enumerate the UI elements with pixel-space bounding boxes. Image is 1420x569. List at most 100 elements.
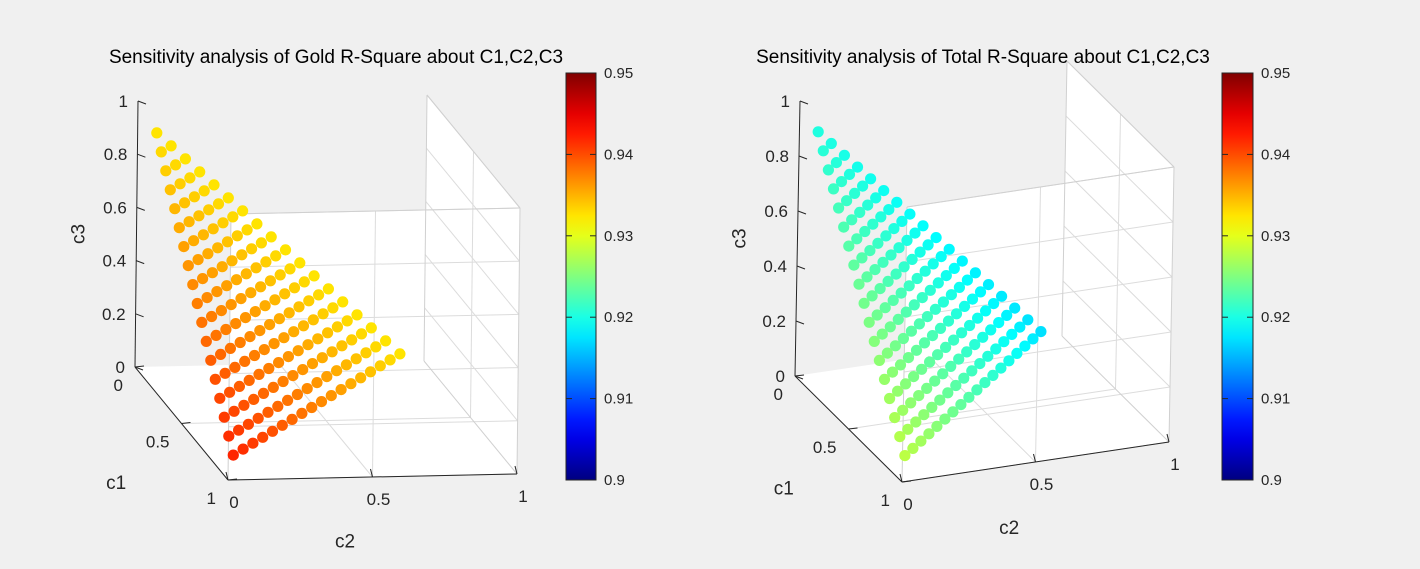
c3-axis-label: c3 bbox=[730, 228, 751, 248]
data-point bbox=[179, 153, 191, 165]
data-point bbox=[170, 159, 182, 171]
data-point bbox=[930, 232, 942, 244]
data-point bbox=[264, 275, 276, 287]
data-point bbox=[325, 390, 337, 402]
data-point bbox=[956, 327, 968, 339]
data-point bbox=[194, 166, 206, 178]
data-point bbox=[267, 381, 279, 393]
data-point bbox=[306, 401, 318, 414]
data-point bbox=[854, 206, 866, 218]
data-point bbox=[249, 306, 261, 318]
data-point bbox=[230, 318, 242, 330]
data-point bbox=[913, 318, 926, 330]
c3-tick-label: 0 bbox=[776, 367, 785, 386]
data-point bbox=[254, 325, 266, 337]
data-point bbox=[882, 275, 894, 287]
data-point bbox=[940, 341, 952, 353]
data-point bbox=[340, 359, 352, 371]
data-point bbox=[308, 270, 320, 282]
data-point bbox=[188, 235, 200, 247]
data-point bbox=[892, 313, 904, 325]
data-point bbox=[909, 227, 921, 239]
data-point bbox=[224, 386, 236, 398]
data-point bbox=[874, 283, 886, 295]
data-point bbox=[990, 343, 1002, 355]
data-point bbox=[351, 309, 363, 321]
data-point bbox=[866, 290, 878, 302]
box-edge bbox=[906, 166, 1175, 208]
c2-tick bbox=[514, 465, 518, 475]
c3-tick bbox=[795, 320, 805, 325]
data-point bbox=[258, 344, 270, 356]
data-point bbox=[301, 383, 313, 395]
data-point bbox=[206, 267, 218, 279]
data-point bbox=[201, 292, 213, 304]
c3-tick bbox=[137, 100, 147, 105]
data-point bbox=[250, 262, 262, 274]
data-point bbox=[897, 332, 910, 345]
data-point bbox=[322, 283, 334, 295]
data-point bbox=[322, 327, 334, 339]
data-point bbox=[257, 387, 270, 399]
left-plot: Sensitivity analysis of Gold R-Square ab… bbox=[69, 47, 564, 552]
data-point bbox=[896, 215, 908, 227]
data-point bbox=[963, 391, 975, 403]
data-point bbox=[321, 371, 333, 383]
data-point bbox=[294, 257, 306, 269]
data-point bbox=[231, 230, 243, 242]
c1-tick-label: 0.5 bbox=[146, 433, 170, 452]
data-point bbox=[277, 375, 289, 388]
data-point bbox=[905, 397, 917, 409]
data-point bbox=[242, 418, 254, 430]
data-point bbox=[907, 442, 919, 454]
c3-tick-label: 1 bbox=[119, 92, 128, 111]
data-point bbox=[950, 308, 963, 320]
data-point bbox=[996, 290, 1008, 302]
c3-tick bbox=[797, 210, 807, 215]
data-point bbox=[873, 354, 886, 366]
data-point bbox=[233, 424, 245, 436]
colorbar-tick-label: 0.95 bbox=[1261, 65, 1290, 82]
data-point bbox=[876, 328, 888, 340]
data-point bbox=[224, 342, 236, 354]
data-point bbox=[264, 319, 276, 331]
right-colorbar: 0.9 0.91 0.92 0.93 0.94 0.95 bbox=[1221, 65, 1290, 489]
c2-tick-label: 0 bbox=[229, 493, 238, 512]
data-point bbox=[307, 314, 319, 326]
data-point bbox=[875, 211, 887, 223]
data-point bbox=[316, 352, 328, 364]
data-point bbox=[374, 360, 386, 372]
data-point bbox=[229, 361, 241, 373]
data-point bbox=[853, 278, 865, 290]
data-point bbox=[964, 319, 976, 332]
data-point bbox=[998, 336, 1010, 348]
data-point bbox=[886, 366, 899, 378]
data-point bbox=[198, 185, 210, 197]
data-point bbox=[237, 443, 249, 455]
box-edge bbox=[423, 360, 518, 475]
data-point bbox=[191, 297, 203, 310]
box-edge bbox=[516, 207, 521, 475]
data-point bbox=[863, 316, 875, 328]
data-point bbox=[942, 315, 955, 327]
data-point bbox=[934, 322, 947, 334]
data-point bbox=[843, 168, 856, 180]
data-point bbox=[227, 211, 239, 223]
data-point bbox=[937, 296, 950, 308]
data-point bbox=[878, 185, 890, 197]
data-point bbox=[849, 187, 861, 199]
data-point bbox=[165, 140, 177, 152]
data-point bbox=[923, 428, 935, 440]
data-point bbox=[921, 311, 934, 323]
data-point bbox=[843, 240, 855, 252]
data-point bbox=[317, 308, 329, 320]
c3-tick bbox=[798, 155, 808, 160]
data-point bbox=[950, 379, 962, 392]
data-point bbox=[871, 309, 883, 321]
data-point bbox=[948, 334, 960, 346]
data-point bbox=[273, 357, 285, 369]
data-point bbox=[237, 205, 249, 217]
data-point bbox=[926, 401, 938, 413]
data-point bbox=[846, 214, 858, 226]
data-point bbox=[864, 245, 876, 257]
